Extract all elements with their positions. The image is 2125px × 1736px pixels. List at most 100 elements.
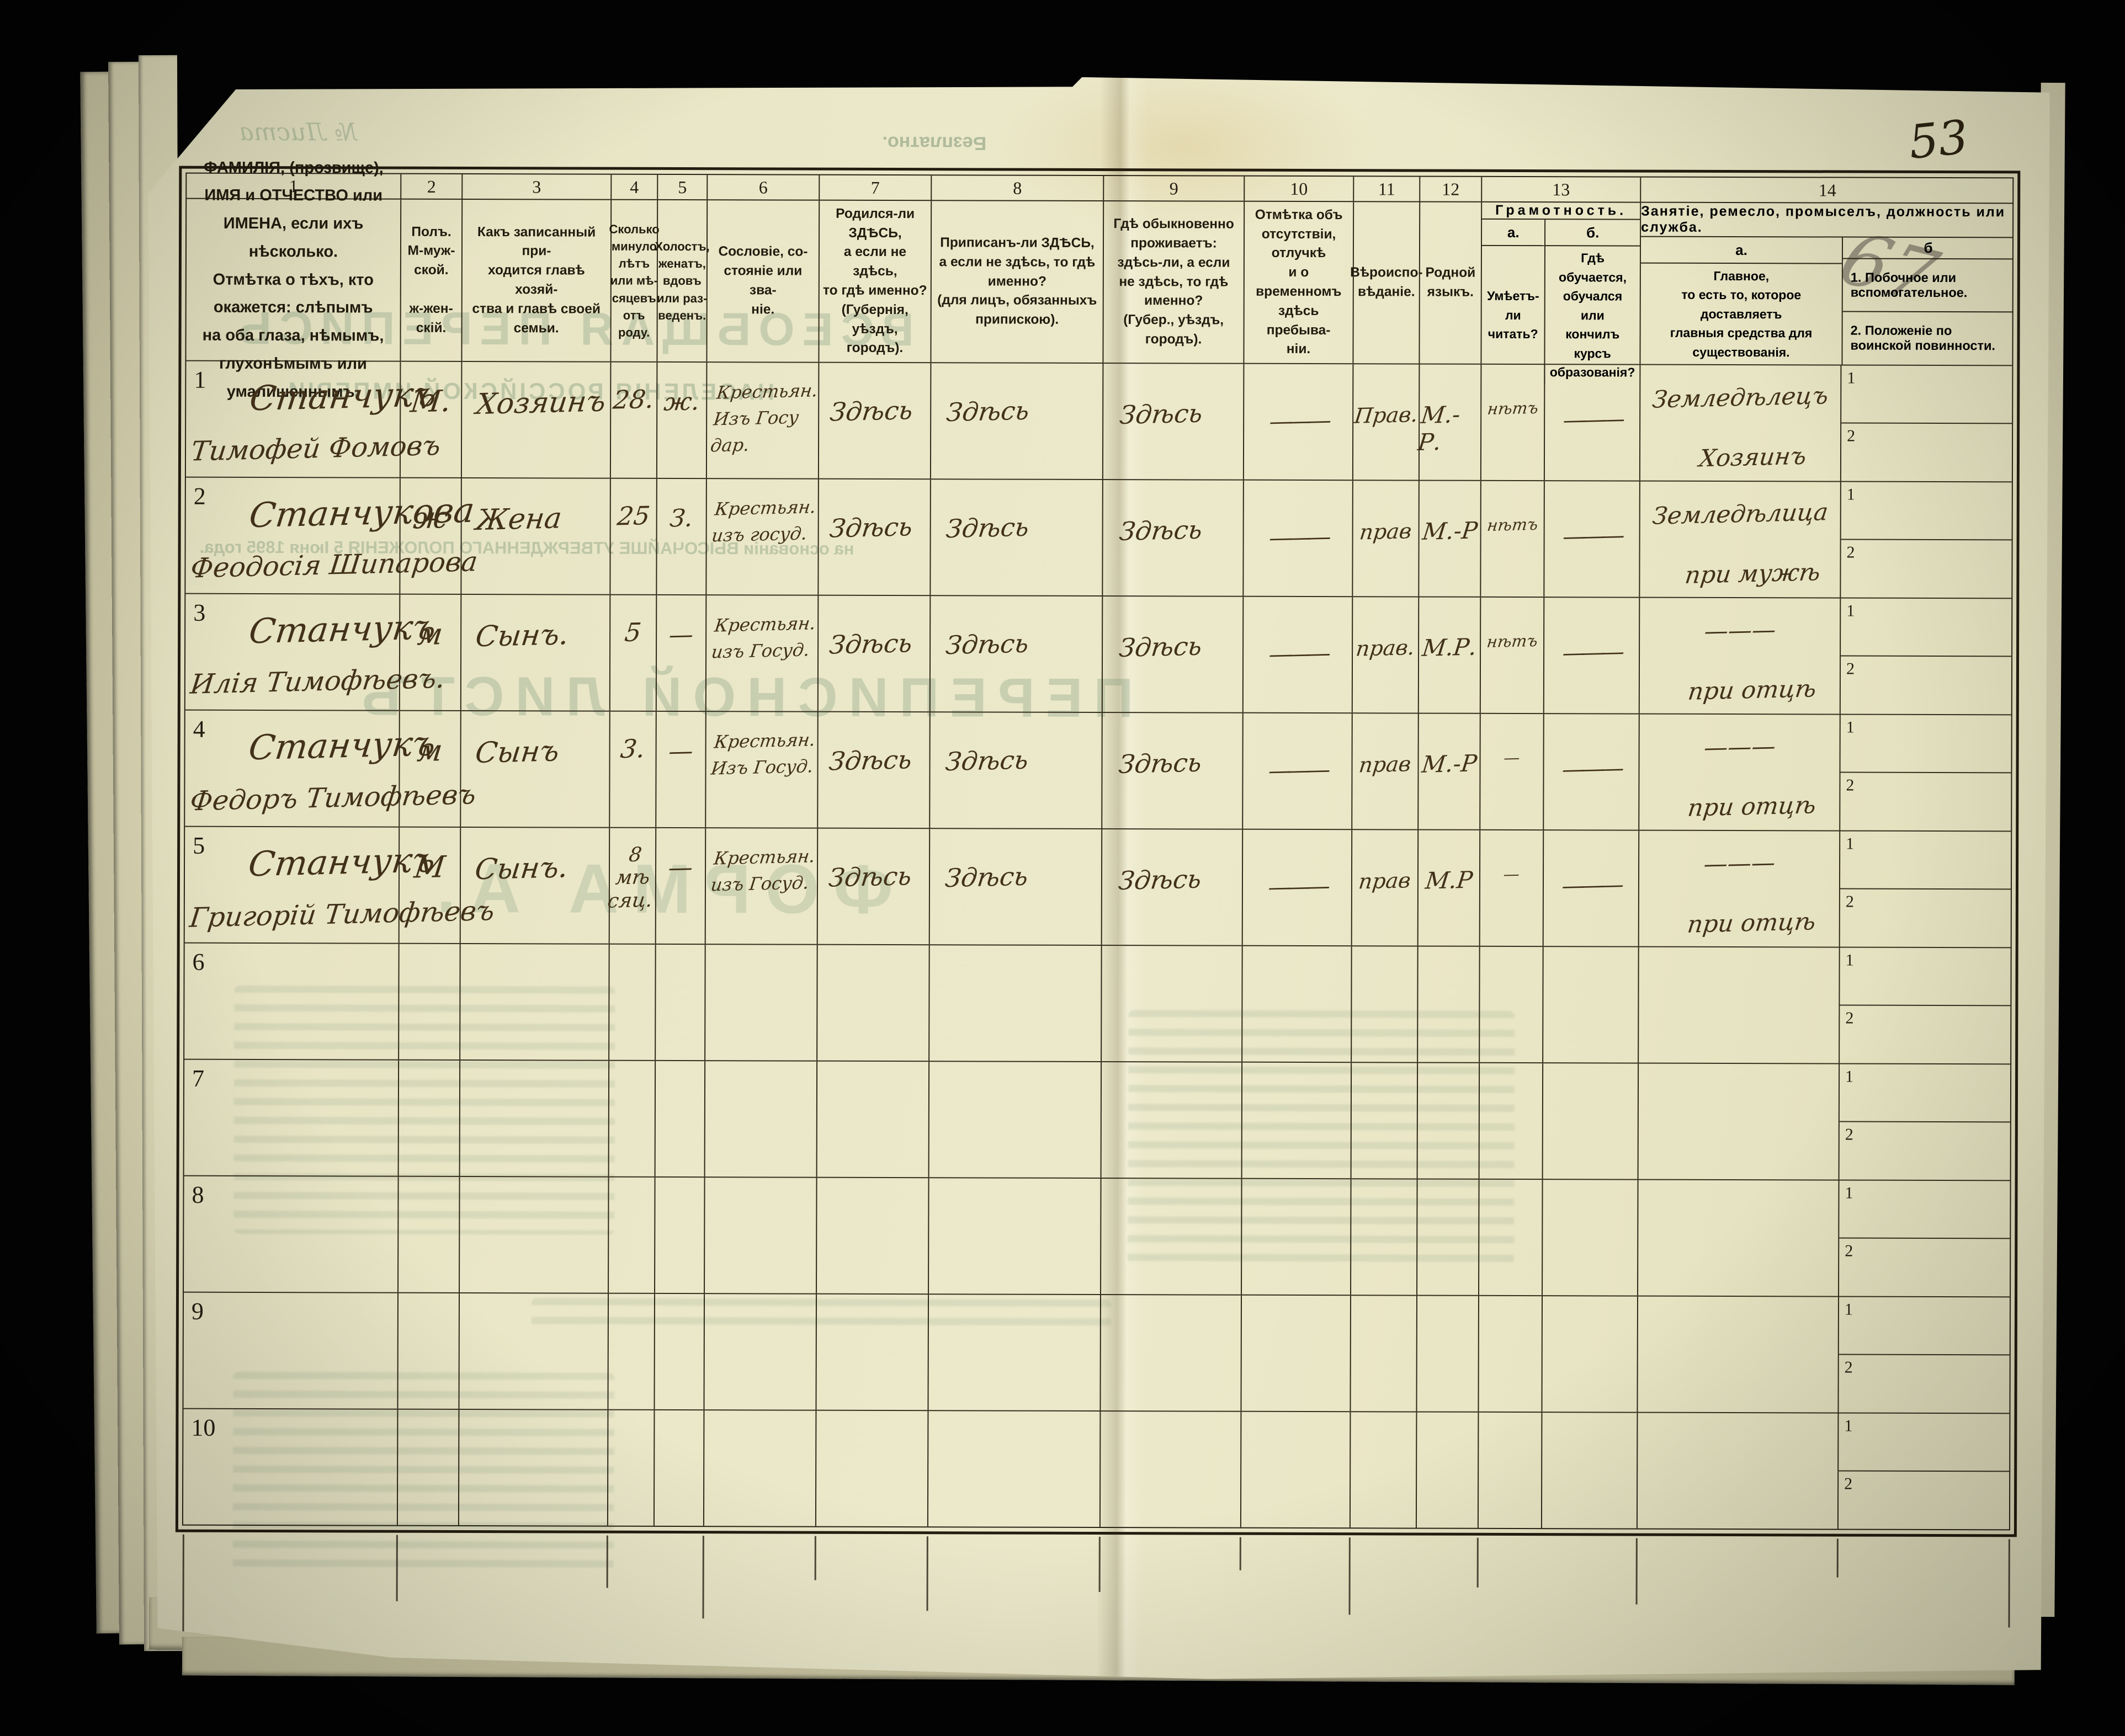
sex-entry: м xyxy=(416,616,445,652)
absence-entry: ——— xyxy=(1266,872,1328,901)
language-entry: М.-Р. xyxy=(1416,401,1462,456)
subcell-label: 1 xyxy=(1846,485,1855,504)
subcell-label: 2 xyxy=(1845,1242,1853,1260)
estate-entry: Крестьян. Изъ Госу дар. xyxy=(709,380,819,456)
relation-entry: Сынъ. xyxy=(473,851,570,887)
row-number: 3 xyxy=(193,599,206,626)
marital-entry: З. xyxy=(668,504,695,533)
table-row: 8 1 2 xyxy=(184,1175,2011,1297)
table-rule-tail xyxy=(396,1535,398,1601)
column-number: 6 xyxy=(706,175,819,200)
header-col2-sex: Полъ. М-муж- ской. ж-жен- скій. xyxy=(400,200,461,361)
row-number: 4 xyxy=(193,715,205,743)
column-number: 2 xyxy=(400,174,461,199)
residence-entry: Здѣсь xyxy=(1117,631,1204,663)
sex-entry: ж xyxy=(411,500,450,536)
header-occupation-b: б 1. Побочное или вспомогательное. 2. По… xyxy=(1841,238,2014,365)
column-number: 7 xyxy=(819,175,931,200)
literacy-entry: нѣтъ xyxy=(1485,631,1539,652)
military-subcell: 2 xyxy=(1841,540,2012,598)
column-number: 3 xyxy=(461,174,610,199)
column-number: 8 xyxy=(931,175,1103,200)
subcell-label: 1 xyxy=(1845,1067,1854,1086)
military-subcell: 2 xyxy=(1839,1471,2010,1529)
bleedthrough-free-note: Безплатно. xyxy=(882,132,987,154)
estate-entry: Крестьян. изъ Госуд. xyxy=(709,845,816,896)
subcell-label: 1 xyxy=(1844,1417,1853,1435)
subcell-label: 1 xyxy=(1845,951,1854,970)
table-rule-tail xyxy=(182,1535,184,1639)
header-col4-age: Сколько минуло лѣтъ или мѣ- сяцевъ отъ р… xyxy=(610,200,657,361)
absence-entry: ——— xyxy=(1267,523,1329,552)
subcell-label: 1 xyxy=(1846,718,1855,737)
row-number: 9 xyxy=(191,1297,204,1325)
row-number: 6 xyxy=(192,948,205,976)
header-col8-registration: Приписанъ-ли ЗДѢСЬ, а если не здѣсь, то … xyxy=(930,201,1103,363)
subcell-label: 2 xyxy=(1846,776,1855,795)
absence-entry: ——— xyxy=(1267,406,1329,435)
table-rule-tail xyxy=(1636,1538,1638,1605)
table-rule-tail xyxy=(927,1536,928,1611)
table-rule-tail xyxy=(702,1536,704,1618)
header-col7-birthplace: Родился-ли ЗДѢСЬ, а если не здѣсь, то гд… xyxy=(818,201,931,363)
occupation-secondary-entry: при мужѣ xyxy=(1683,558,1822,589)
side-occupation-subcell: 1 xyxy=(1839,1181,2011,1239)
occupation-secondary-entry: при отцѣ xyxy=(1686,908,1818,939)
subcell-label: 1 xyxy=(1846,834,1855,853)
sex-entry: м xyxy=(415,733,445,769)
column-number: 5 xyxy=(657,175,706,199)
registration-entry: Здѣсь xyxy=(944,512,1031,544)
residence-entry: Здѣсь xyxy=(1118,514,1204,547)
table-rule-tail xyxy=(1477,1538,1479,1588)
header-label-a: а. xyxy=(1482,220,1544,246)
side-occupation-subcell: 1 xyxy=(1841,715,2012,773)
handwritten-page-number: 53 xyxy=(1906,109,1971,170)
header-col5-marital: Холостъ, женатъ, вдовъ или раз- веденъ. xyxy=(656,200,706,361)
header-literacy-b: б. Гдѣ обучается, обучался или кончилъ к… xyxy=(1544,220,1640,384)
table-row: 2 Станчукова Феодосія Шипарова ж Жена 25 З… xyxy=(185,477,2013,598)
header-education: Гдѣ обучается, обучался или кончилъ курс… xyxy=(1549,251,1635,380)
military-subcell: 2 xyxy=(1840,889,2012,947)
religion-entry: прав. xyxy=(1354,635,1416,661)
column-number: 13 xyxy=(1481,177,1640,202)
marital-entry: ж. xyxy=(662,387,702,417)
row-number: 1 xyxy=(194,366,206,393)
header-col12-language: Родной языкъ. xyxy=(1419,203,1481,364)
military-subcell: 2 xyxy=(1839,1355,2010,1413)
header-label-b: б xyxy=(1843,238,2014,260)
subcell-label: 2 xyxy=(1845,1009,1854,1027)
military-subcell: 2 xyxy=(1839,1238,2011,1296)
header-col13-literacy: Грамотность. а. Умѣетъ- ли читать? б. Гд… xyxy=(1480,203,1640,364)
relation-entry: Хозяинъ xyxy=(474,385,608,422)
residence-entry: Здѣсь xyxy=(1117,864,1203,896)
military-subcell: 2 xyxy=(1841,423,2013,481)
religion-entry: прав xyxy=(1357,868,1412,894)
age-entry: 3. xyxy=(619,733,647,764)
subcell-label: 1 xyxy=(1844,1300,1853,1319)
sex-entry: М xyxy=(412,849,447,885)
language-entry: М.-Р xyxy=(1421,516,1479,545)
registration-entry: Здѣсь xyxy=(943,861,1030,893)
occupation-secondary-entry: при отцѣ xyxy=(1686,791,1818,822)
age-entry: 28. xyxy=(612,384,656,415)
literacy-entry: нѣтъ xyxy=(1486,398,1539,419)
side-occupation-subcell: 1 xyxy=(1840,1064,2011,1122)
side-occupation-subcell: 1 xyxy=(1839,1414,2010,1472)
header-label-b: б. xyxy=(1545,220,1640,246)
occupation-secondary-entry: при отцѣ xyxy=(1686,675,1818,706)
education-entry: ——— xyxy=(1560,754,1622,783)
estate-entry: Крестьян. изъ Госуд. xyxy=(710,613,817,663)
side-occupation-subcell: 1 xyxy=(1841,599,2012,657)
religion-entry: прав xyxy=(1358,752,1413,778)
header-row: ФАМИЛІЯ, (прозвище), ИМЯ и ОТЧЕСТВО или … xyxy=(186,199,2014,365)
column-number: 12 xyxy=(1419,177,1481,201)
marital-entry: — xyxy=(667,737,695,766)
birthplace-entry: Здѣсь xyxy=(827,744,914,776)
absence-entry: ——— xyxy=(1266,755,1329,785)
table-row: 6 1 2 xyxy=(184,942,2012,1064)
bleedthrough-sheet-number-label: № Листа xyxy=(239,118,357,147)
marital-entry: — xyxy=(667,620,695,649)
subcell-label: 2 xyxy=(1845,892,1854,911)
absence-entry: ——— xyxy=(1267,639,1329,668)
